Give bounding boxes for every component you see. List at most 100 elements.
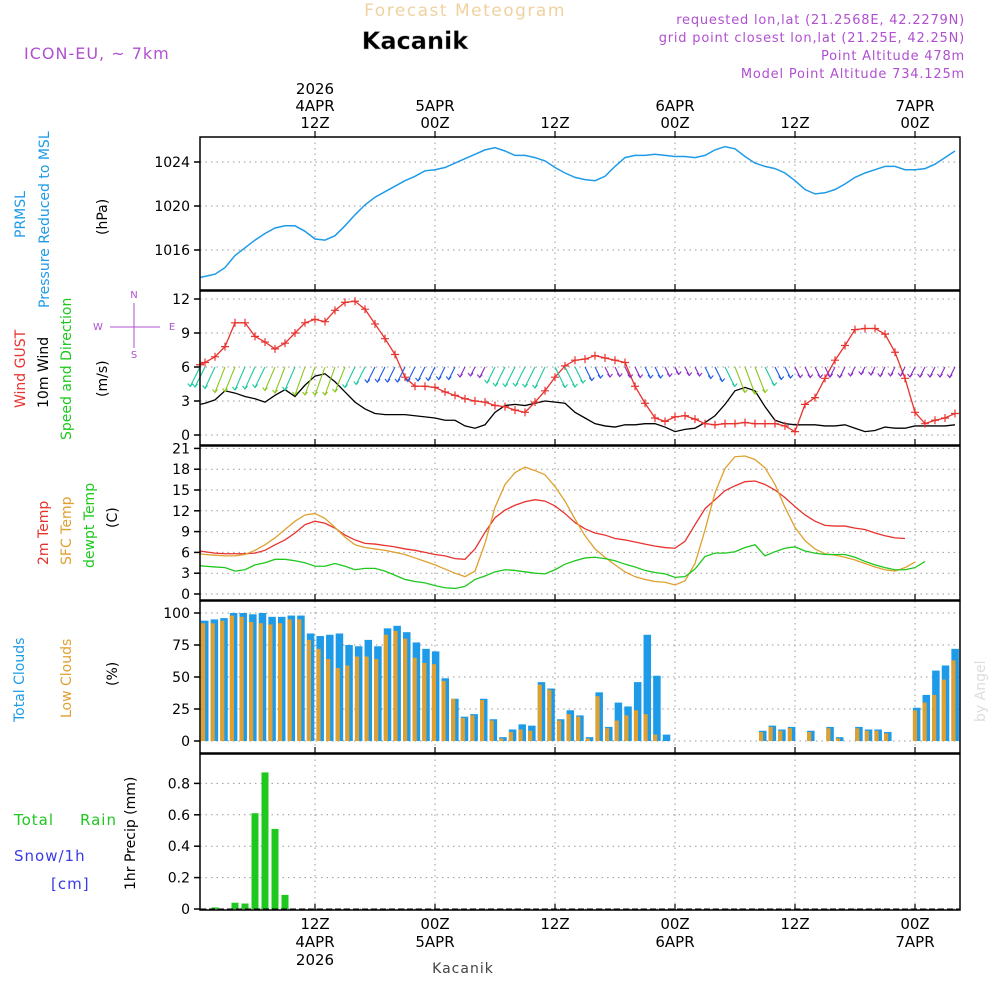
panel-frame-wind: [199, 290, 961, 446]
low-cloud-bar: [335, 668, 340, 741]
gust-marker: [471, 397, 479, 405]
wind-barb-head: [342, 384, 348, 389]
low-cloud-bar: [470, 715, 475, 741]
y-tick-label: 3: [181, 394, 190, 410]
low-cloud-bar: [383, 634, 388, 741]
y-tick-label: 75: [172, 638, 190, 654]
wind-barb: [397, 366, 406, 383]
wind-barb: [284, 366, 296, 391]
low-cloud-bar: [201, 623, 206, 741]
wind-barb: [214, 366, 226, 393]
gust-marker: [291, 329, 299, 337]
gust-marker: [221, 342, 229, 351]
low-cloud-bar: [508, 732, 513, 741]
bottom-time-label: 6APR: [655, 933, 694, 951]
total-cloud-bar: [653, 675, 661, 741]
wind-barb-head: [647, 374, 654, 379]
wind-barb-head: [476, 374, 483, 379]
gust-marker: [811, 393, 819, 402]
y-tick-label: 0: [181, 428, 190, 444]
station-title: Kacanik: [362, 27, 470, 55]
wind-barb: [427, 366, 436, 381]
wind-barb-head: [707, 375, 714, 380]
wind-barb-head: [187, 383, 194, 388]
low-cloud-bar: [556, 720, 562, 741]
gust-line: [199, 300, 956, 433]
wind-barb-head: [364, 379, 371, 384]
gust-marker: [661, 417, 669, 426]
total-cloud-bar: [643, 634, 652, 741]
gust-marker: [491, 401, 499, 410]
low-cloud-bar: [364, 656, 369, 741]
bottom-time-label: 12Z: [780, 915, 809, 933]
y-tick-label: 0.6: [168, 808, 190, 824]
wind-barb-head: [917, 373, 923, 378]
low-cloud-bar: [249, 621, 254, 741]
low-cloud-bar: [403, 638, 408, 741]
gust-marker: [501, 402, 509, 411]
wind-barb-head: [384, 378, 391, 383]
compass-n: N: [130, 290, 137, 301]
wind-barb-head: [836, 374, 843, 379]
bottom-time-label: 00Z: [660, 915, 689, 933]
wind-barb: [495, 366, 506, 387]
gust-marker: [231, 318, 239, 327]
y-tick-label: 12: [172, 292, 190, 308]
wind-unit: (m/s): [95, 360, 111, 397]
gust-marker: [591, 351, 599, 360]
gust-marker: [611, 356, 619, 365]
wind-barb-head: [752, 390, 758, 395]
t2m-line: [199, 480, 906, 561]
wind-barb: [554, 366, 566, 388]
gust-marker: [561, 361, 569, 370]
bottom-time-label: 00Z: [420, 915, 449, 933]
y-tick-label: 1020: [154, 199, 190, 215]
panel-frame-precip: [199, 753, 961, 911]
top-time-label: 12Z: [540, 114, 569, 132]
y-tick-label: 6: [181, 360, 190, 376]
low-cloud-bar: [855, 728, 860, 741]
wind-barb: [574, 366, 584, 384]
low-cloud-bar: [287, 619, 292, 741]
model-altitude: Model Point Altitude 734.125m: [741, 67, 965, 82]
gust-marker: [311, 315, 319, 324]
wind-barb-head: [588, 377, 595, 382]
wind-barb: [407, 366, 416, 382]
sfc-label: SFC Temp: [59, 496, 75, 565]
gust-marker: [601, 353, 609, 362]
wind-barb: [254, 366, 266, 388]
low-cloud-bar: [220, 620, 225, 741]
precip-labels: Total Rain Snow/1h [cm] 1hr Precip (mm): [13, 777, 139, 893]
low-cloud-bar: [460, 717, 465, 741]
low-cloud-bar: [479, 700, 485, 741]
top-time-label: 12Z: [300, 114, 329, 132]
y-tick-label: 21: [172, 441, 190, 457]
wind-barb: [764, 366, 775, 386]
wind-barb: [304, 366, 316, 396]
bottom-time-label: 12Z: [300, 915, 329, 933]
gust-marker: [741, 418, 749, 427]
y-tick-label: 0: [181, 734, 190, 750]
low-cloud-bar: [537, 684, 542, 741]
wind-barb-head: [322, 391, 328, 396]
gust-marker: [551, 373, 559, 382]
bottom-time-label: 12Z: [540, 915, 569, 933]
wind-barb-head: [937, 373, 943, 378]
low-cloud-bar: [412, 657, 417, 741]
gust-marker: [941, 414, 949, 422]
gust-marker: [631, 382, 639, 391]
low-cloud-bar: [489, 720, 494, 741]
wind-barb-head: [562, 384, 568, 389]
rain-bar: [261, 772, 269, 909]
low-cloud-bar: [354, 656, 360, 741]
y-tick-label: 0.8: [168, 776, 190, 792]
wind-barb-head: [927, 373, 933, 378]
grid-coords: grid point closest lon,lat (21.25E, 42.2…: [659, 31, 965, 46]
panel-temperature: 0 3 6 9 12 15 18 21: [172, 441, 960, 603]
wind-barb: [744, 366, 756, 395]
wind-barb-head: [771, 382, 778, 387]
low-cloud-bar: [566, 714, 571, 741]
wind-barb-head: [457, 373, 463, 378]
top-time-label: 6APR: [655, 97, 694, 115]
